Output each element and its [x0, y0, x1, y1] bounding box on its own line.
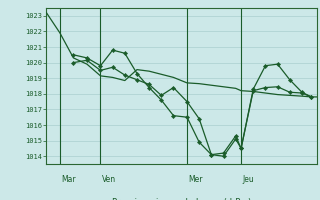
Text: Pression niveau de la mer( hPa ): Pression niveau de la mer( hPa ): [112, 198, 251, 200]
Text: Jeu: Jeu: [243, 175, 254, 184]
Text: Mer: Mer: [188, 175, 203, 184]
Text: Mar: Mar: [61, 175, 76, 184]
Text: Ven: Ven: [102, 175, 116, 184]
